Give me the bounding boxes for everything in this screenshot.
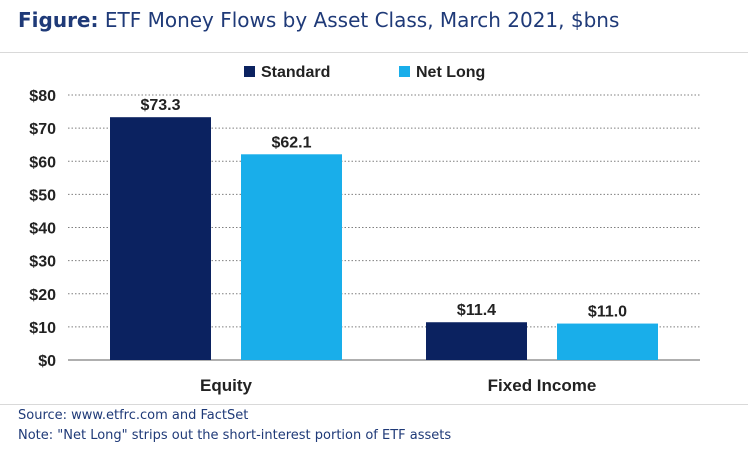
data-label: $11.4 [457,302,496,319]
data-label: $73.3 [140,97,180,114]
y-tick-label: $50 [29,187,56,204]
y-tick-label: $70 [29,121,56,138]
bar-net-long [241,154,342,360]
bar-net-long [557,323,658,360]
x-category-label: Equity [200,376,252,395]
legend-swatch-standard [244,66,255,77]
data-label: $62.1 [271,134,311,151]
y-tick-label: $20 [29,287,56,304]
source-note: Source: www.etfrc.com and FactSet [18,408,249,423]
y-tick-label: $10 [29,320,56,337]
y-tick-label: $0 [38,353,56,370]
chart-frame: $0 $10 $20 $30 $40 $50 $60 $70 $80 $73.3 $62.1 Equi… [0,52,748,405]
data-label: $11.0 [588,304,627,321]
bar-chart: $0 $10 $20 $30 $40 $50 $60 $70 $80 $73.3 $62.1 Equi… [29,64,700,395]
legend-label: Standard [261,64,330,81]
title-prefix: Figure: [18,8,99,32]
y-tick-label: $40 [29,221,56,238]
y-tick-label: $60 [29,154,56,171]
y-tick-label: $80 [29,88,56,105]
net-long-note: Note: "Net Long" strips out the short-in… [18,428,452,443]
bar-standard [110,117,211,360]
y-tick-label: $30 [29,254,56,271]
bar-standard [426,322,527,360]
chart-title: Figure: ETF Money Flows by Asset Class, … [18,8,619,32]
legend-label: Net Long [416,64,485,81]
x-category-label: Fixed Income [488,376,597,395]
legend-swatch-net-long [399,66,410,77]
title-main: ETF Money Flows by Asset Class, March 20… [98,8,620,32]
